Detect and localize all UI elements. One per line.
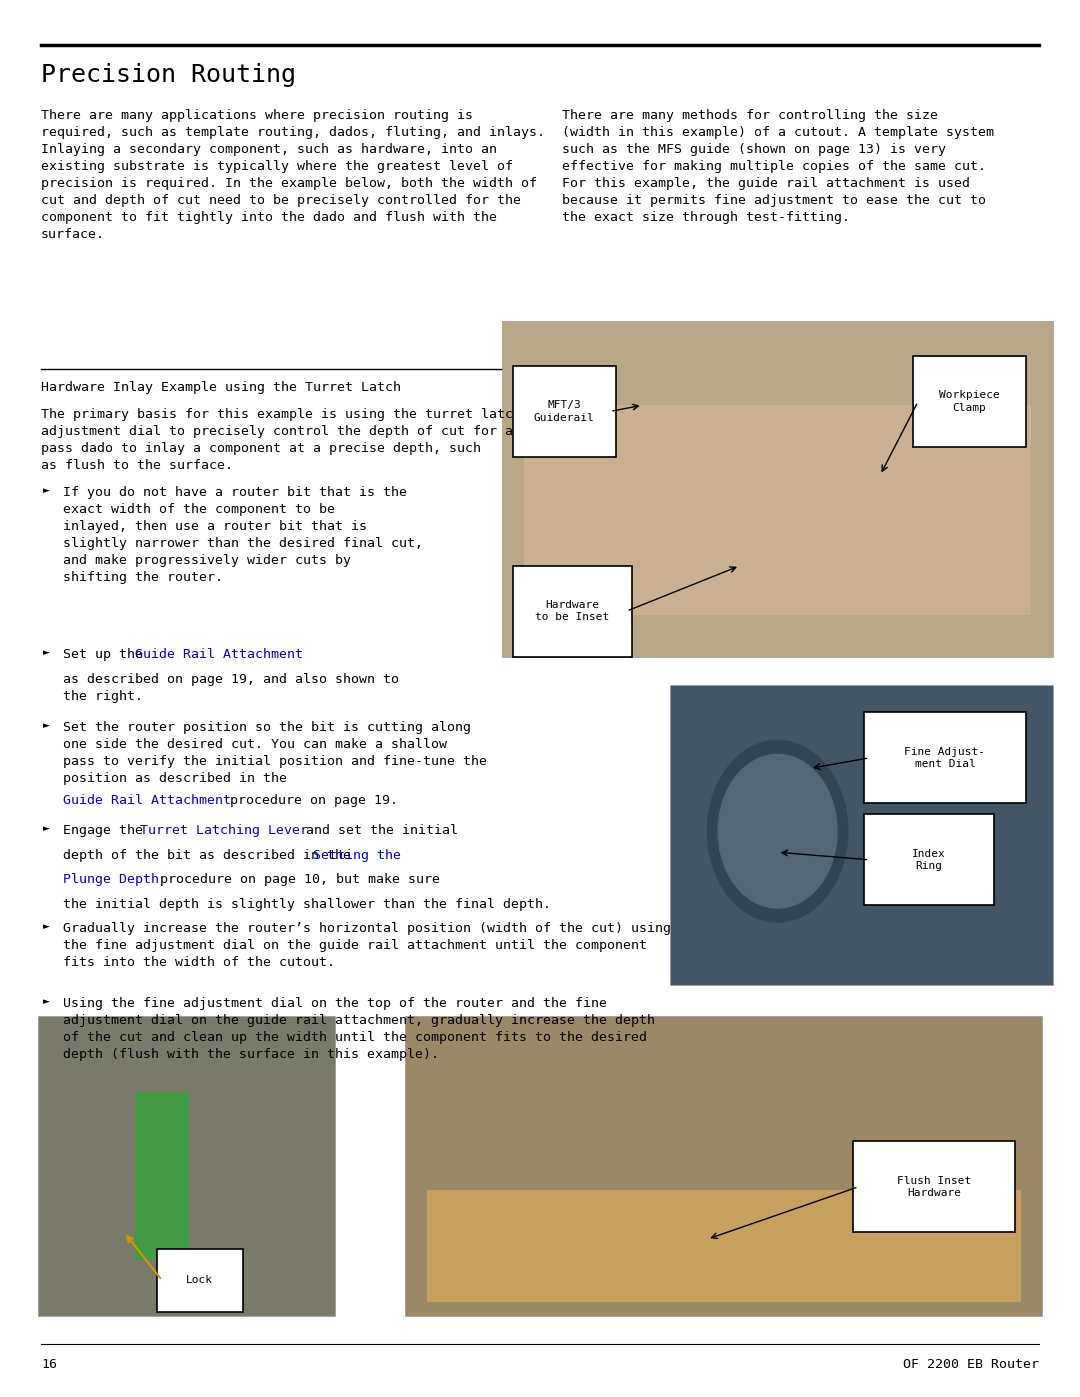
Text: Plunge Depth: Plunge Depth — [63, 873, 159, 886]
Text: depth of the bit as described in the: depth of the bit as described in the — [63, 849, 359, 862]
Text: There are many methods for controlling the size
(width in this example) of a cut: There are many methods for controlling t… — [562, 109, 994, 224]
Text: ►: ► — [43, 997, 50, 1006]
Text: Set the router position so the bit is cutting along
one side the desired cut. Yo: Set the router position so the bit is cu… — [63, 721, 487, 785]
Text: procedure on page 19.: procedure on page 19. — [222, 793, 399, 807]
Text: ►: ► — [43, 486, 50, 495]
Text: Flush Inset
Hardware: Flush Inset Hardware — [897, 1175, 971, 1199]
Text: Index
Ring: Index Ring — [912, 848, 946, 872]
FancyBboxPatch shape — [38, 1016, 335, 1316]
FancyBboxPatch shape — [853, 1141, 1015, 1232]
Text: ►: ► — [43, 648, 50, 657]
FancyBboxPatch shape — [135, 1092, 189, 1260]
Text: Hardware Inlay Example using the Turret Latch: Hardware Inlay Example using the Turret … — [41, 381, 401, 394]
Text: Turret Latching Lever: Turret Latching Lever — [140, 824, 309, 837]
FancyBboxPatch shape — [524, 405, 1031, 615]
Text: Precision Routing: Precision Routing — [41, 63, 296, 87]
FancyBboxPatch shape — [913, 356, 1026, 447]
FancyBboxPatch shape — [405, 1016, 1042, 1316]
Text: OF 2200 EB Router: OF 2200 EB Router — [903, 1358, 1039, 1370]
Text: and set the initial: and set the initial — [298, 824, 458, 837]
Text: Set up the: Set up the — [63, 648, 150, 661]
Text: as described on page 19, and also shown to
the right.: as described on page 19, and also shown … — [63, 672, 399, 703]
Text: Guide Rail Attachment: Guide Rail Attachment — [63, 793, 231, 807]
Text: Hardware
to be Inset: Hardware to be Inset — [536, 599, 609, 623]
Text: ►: ► — [43, 824, 50, 833]
Text: MFT/3
Guiderail: MFT/3 Guiderail — [534, 400, 595, 423]
Text: The primary basis for this example is using the turret latch and fine
adjustment: The primary basis for this example is us… — [41, 408, 593, 472]
FancyBboxPatch shape — [157, 1249, 243, 1312]
Text: Setting the: Setting the — [313, 849, 401, 862]
FancyBboxPatch shape — [427, 1190, 1021, 1302]
Text: There are many applications where precision routing is
required, such as templat: There are many applications where precis… — [41, 109, 545, 240]
FancyBboxPatch shape — [513, 366, 616, 457]
Circle shape — [718, 754, 837, 908]
FancyBboxPatch shape — [513, 566, 632, 657]
Text: Guide Rail Attachment: Guide Rail Attachment — [135, 648, 303, 661]
FancyBboxPatch shape — [670, 685, 1053, 985]
Text: Engage the: Engage the — [63, 824, 150, 837]
Circle shape — [707, 740, 848, 922]
Text: procedure on page 10, but make sure: procedure on page 10, but make sure — [152, 873, 441, 886]
Text: Gradually increase the router’s horizontal position (width of the cut) using
the: Gradually increase the router’s horizont… — [63, 922, 671, 970]
Text: Lock: Lock — [187, 1275, 214, 1285]
Text: Fine Adjust-
ment Dial: Fine Adjust- ment Dial — [905, 746, 986, 770]
Text: Workpiece
Clamp: Workpiece Clamp — [939, 390, 1000, 414]
Text: ►: ► — [43, 922, 50, 930]
FancyBboxPatch shape — [864, 712, 1026, 803]
Text: the initial depth is slightly shallower than the final depth.: the initial depth is slightly shallower … — [63, 898, 551, 911]
FancyBboxPatch shape — [864, 814, 994, 905]
Text: ►: ► — [43, 721, 50, 729]
FancyBboxPatch shape — [502, 321, 1053, 657]
Text: Using the fine adjustment dial on the top of the router and the fine
adjustment : Using the fine adjustment dial on the to… — [63, 997, 654, 1062]
Text: If you do not have a router bit that is the
exact width of the component to be
i: If you do not have a router bit that is … — [63, 486, 422, 584]
Text: 16: 16 — [41, 1358, 57, 1370]
